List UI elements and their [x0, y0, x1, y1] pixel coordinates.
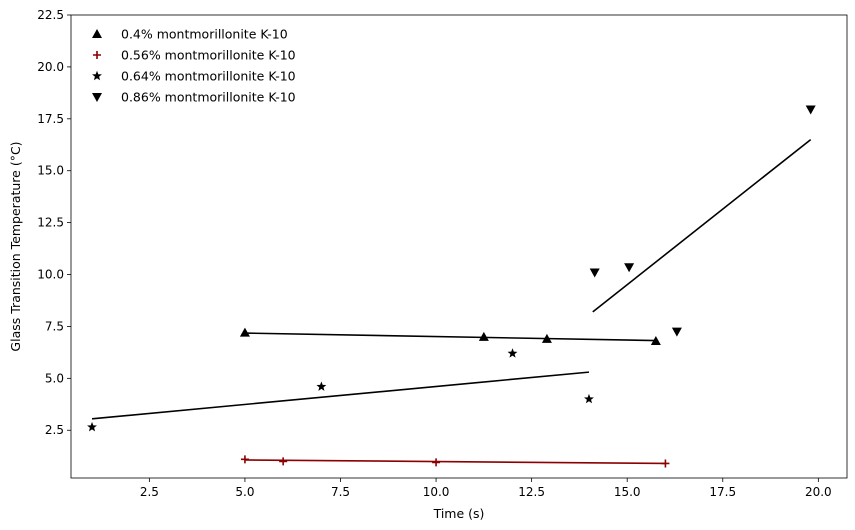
data-point-series-1: [650, 335, 661, 345]
data-point-series-2: [279, 457, 288, 466]
legend-marker: [93, 51, 101, 59]
legend-item: 0.4% montmorillonite K-10: [92, 27, 288, 42]
data-point-series-1: [478, 331, 489, 341]
fit-line-series-4: [592, 138, 812, 313]
legend-item: 0.64% montmorillonite K-10: [92, 69, 296, 84]
x-tick-label: 17.5: [709, 485, 736, 499]
legend-item: 0.56% montmorillonite K-10: [93, 48, 296, 63]
x-axis-ticks: 2.5 5.0 7.5 10.0 12.5 15.0 17.5 20.0: [140, 478, 832, 499]
data-point-series-4: [671, 327, 682, 337]
y-tick-label: 17.5: [37, 112, 64, 126]
data-point-series-2: [240, 455, 249, 464]
legend-label: 0.56% montmorillonite K-10: [121, 48, 296, 63]
y-axis-ticks: 2.5 5.0 7.5 10.0 12.5 15.0 17.5 20.0 22.5: [37, 8, 71, 437]
legend-label: 0.4% montmorillonite K-10: [121, 27, 288, 42]
data-point-series-2: [432, 458, 441, 467]
x-tick-label: 10.0: [423, 485, 450, 499]
legend-label: 0.86% montmorillonite K-10: [121, 90, 296, 105]
data-point-series-3: [507, 348, 518, 358]
y-tick-label: 22.5: [37, 8, 64, 22]
data-point-series-3: [316, 381, 327, 391]
fit-lines: [91, 138, 812, 465]
x-tick-label: 7.5: [331, 485, 350, 499]
y-tick-label: 10.0: [37, 268, 64, 282]
legend-marker: [92, 93, 102, 102]
data-point-series-3: [584, 393, 594, 404]
plot-area: [70, 14, 848, 479]
y-tick-label: 20.0: [37, 60, 64, 74]
x-tick-label: 5.0: [235, 485, 254, 499]
y-tick-label: 7.5: [45, 319, 64, 333]
data-point-series-4: [624, 263, 635, 273]
data-point-series-2: [661, 459, 670, 468]
y-tick-label: 5.0: [45, 371, 64, 385]
legend-marker: [92, 29, 102, 38]
data-point-series-1: [239, 327, 250, 337]
data-point-series-4: [589, 268, 600, 278]
x-tick-label: 15.0: [614, 485, 641, 499]
fit-line-series-3: [91, 371, 590, 420]
legend-marker: [92, 70, 102, 81]
data-point-series-4: [805, 105, 816, 115]
data-point-series-3: [87, 421, 97, 432]
data-point-series-1: [541, 333, 552, 343]
y-tick-label: 12.5: [37, 216, 64, 230]
fit-line-series-2: [244, 459, 666, 465]
x-tick-label: 2.5: [140, 485, 159, 499]
y-tick-label: 15.0: [37, 164, 64, 178]
legend-label: 0.64% montmorillonite K-10: [121, 69, 296, 84]
x-tick-label: 20.0: [805, 485, 832, 499]
x-axis-label: Time (s): [433, 506, 485, 521]
legend: 0.4% montmorillonite K-10 0.56% montmoril…: [92, 27, 296, 105]
x-tick-label: 12.5: [518, 485, 545, 499]
y-axis-label: Glass Transition Temperature (°C): [8, 141, 23, 351]
data-markers: [87, 105, 816, 468]
y-tick-label: 2.5: [45, 423, 64, 437]
fit-line-series-1: [244, 332, 656, 342]
legend-item: 0.86% montmorillonite K-10: [92, 90, 296, 105]
